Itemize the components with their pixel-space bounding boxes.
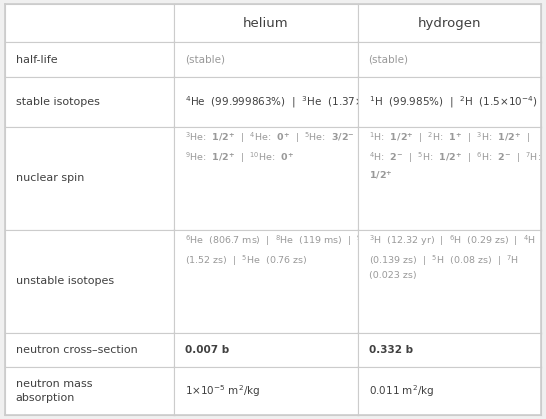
- Text: $^{6}$He  (806.7 ms)  |  $^{8}$He  (119 ms)  |  $^{9}$He  (7 zs)  |  $^{7}$He  (: $^{6}$He (806.7 ms) | $^{8}$He (119 ms) …: [185, 233, 526, 268]
- Text: 0.007 b: 0.007 b: [185, 345, 229, 355]
- Text: $^{3}$H  (12.32 yr)  |  $^{6}$H  (0.29 zs)  |  $^{4}$H  (0.139 zs)  |  $^{5}$H  : $^{3}$H (12.32 yr) | $^{6}$H (0.29 zs) |…: [369, 233, 536, 280]
- Text: $^{1}$H:  $\mathbf{1/2^{+}}$  |  $^{2}$H:  $\mathbf{1^{+}}$  |  $^{3}$H:  $\math: $^{1}$H: $\mathbf{1/2^{+}}$ | $^{2}$H: $…: [369, 131, 542, 181]
- Text: (stable): (stable): [185, 54, 225, 65]
- Text: neutron mass
absorption: neutron mass absorption: [16, 379, 92, 403]
- Text: $^{4}$He  (99.999863%)  |  $^{3}$He  (1.37×10$^{-6}$): $^{4}$He (99.999863%) | $^{3}$He (1.37×1…: [185, 94, 393, 110]
- Text: stable isotopes: stable isotopes: [16, 97, 99, 107]
- Text: neutron cross–section: neutron cross–section: [16, 345, 138, 355]
- Text: $^{1}$H  (99.985%)  |  $^{2}$H  (1.5×10$^{-4}$): $^{1}$H (99.985%) | $^{2}$H (1.5×10$^{-4…: [369, 94, 537, 110]
- Text: 0.332 b: 0.332 b: [369, 345, 413, 355]
- Text: 1×10$^{-5}$ m$^{2}$/kg: 1×10$^{-5}$ m$^{2}$/kg: [185, 383, 260, 399]
- Text: 0.011 m$^{2}$/kg: 0.011 m$^{2}$/kg: [369, 383, 434, 399]
- Text: unstable isotopes: unstable isotopes: [16, 276, 114, 286]
- Text: half-life: half-life: [16, 54, 57, 65]
- Text: nuclear spin: nuclear spin: [16, 173, 84, 184]
- Text: helium: helium: [243, 17, 289, 30]
- Text: $^{3}$He:  $\mathbf{1/2^{+}}$  |  $^{4}$He:  $\mathbf{0^{+}}$  |  $^{5}$He:  $\m: $^{3}$He: $\mathbf{1/2^{+}}$ | $^{4}$He:…: [185, 131, 539, 165]
- Text: hydrogen: hydrogen: [417, 17, 481, 30]
- Text: (stable): (stable): [369, 54, 408, 65]
